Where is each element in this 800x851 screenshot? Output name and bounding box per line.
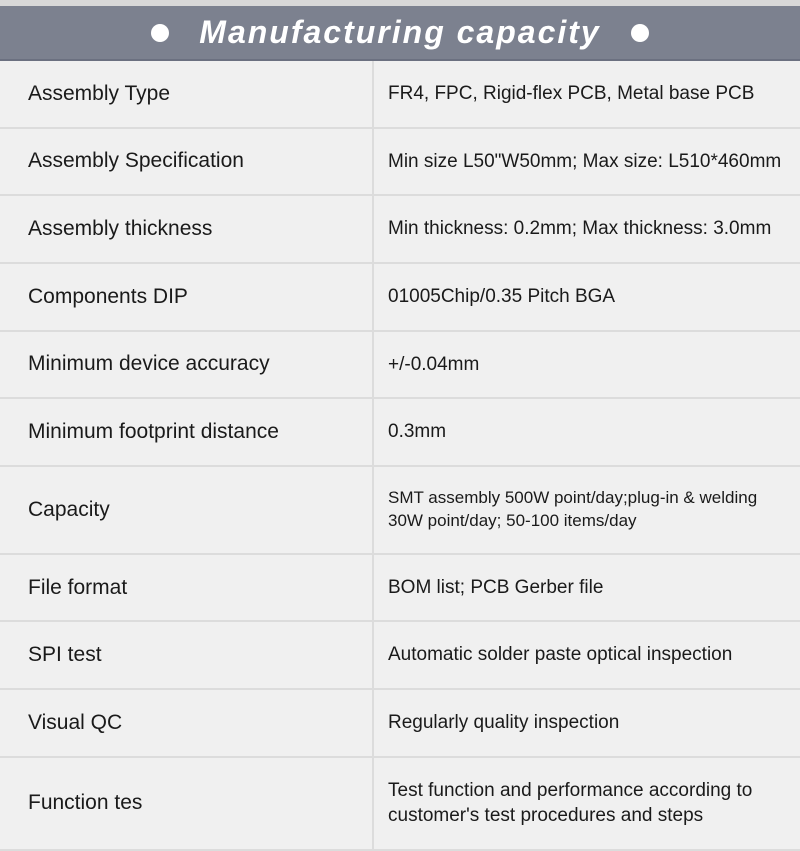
- spec-label: Function tes: [0, 758, 372, 849]
- table-row: Assembly TypeFR4, FPC, Rigid-flex PCB, M…: [0, 61, 800, 129]
- spec-value: Regularly quality inspection: [372, 690, 800, 756]
- header-bar: Manufacturing capacity: [0, 0, 800, 61]
- spec-value: Test function and performance according …: [372, 758, 800, 849]
- table-row: Minimum footprint distance0.3mm: [0, 399, 800, 467]
- table-row: Minimum device accuracy+/-0.04mm: [0, 332, 800, 400]
- table-row: File formatBOM list; PCB Gerber file: [0, 555, 800, 623]
- dot-icon: [151, 24, 169, 42]
- spec-value: 01005Chip/0.35 Pitch BGA: [372, 264, 800, 330]
- spec-value: SMT assembly 500W point/day;plug-in & we…: [372, 467, 800, 553]
- dot-icon: [631, 24, 649, 42]
- spec-table: Assembly TypeFR4, FPC, Rigid-flex PCB, M…: [0, 61, 800, 851]
- table-row: SPI testAutomatic solder paste optical i…: [0, 622, 800, 690]
- table-row: Assembly SpecificationMin size L50"W50mm…: [0, 129, 800, 197]
- spec-label: Assembly Type: [0, 61, 372, 127]
- spec-value: Automatic solder paste optical inspectio…: [372, 622, 800, 688]
- spec-value: FR4, FPC, Rigid-flex PCB, Metal base PCB: [372, 61, 800, 127]
- spec-value: Min size L50"W50mm; Max size: L510*460mm: [372, 129, 800, 195]
- table-row: Function tesTest function and performanc…: [0, 758, 800, 851]
- spec-value: BOM list; PCB Gerber file: [372, 555, 800, 621]
- table-row: Components DIP01005Chip/0.35 Pitch BGA: [0, 264, 800, 332]
- spec-label: Assembly thickness: [0, 196, 372, 262]
- spec-value: 0.3mm: [372, 399, 800, 465]
- spec-label: Minimum footprint distance: [0, 399, 372, 465]
- spec-label: File format: [0, 555, 372, 621]
- spec-label: Minimum device accuracy: [0, 332, 372, 398]
- spec-label: Capacity: [0, 467, 372, 553]
- spec-label: Components DIP: [0, 264, 372, 330]
- spec-label: Visual QC: [0, 690, 372, 756]
- table-row: Visual QCRegularly quality inspection: [0, 690, 800, 758]
- table-row: Assembly thicknessMin thickness: 0.2mm; …: [0, 196, 800, 264]
- header-title: Manufacturing capacity: [199, 14, 600, 51]
- spec-value: Min thickness: 0.2mm; Max thickness: 3.0…: [372, 196, 800, 262]
- spec-value: +/-0.04mm: [372, 332, 800, 398]
- spec-label: Assembly Specification: [0, 129, 372, 195]
- table-row: CapacitySMT assembly 500W point/day;plug…: [0, 467, 800, 555]
- spec-label: SPI test: [0, 622, 372, 688]
